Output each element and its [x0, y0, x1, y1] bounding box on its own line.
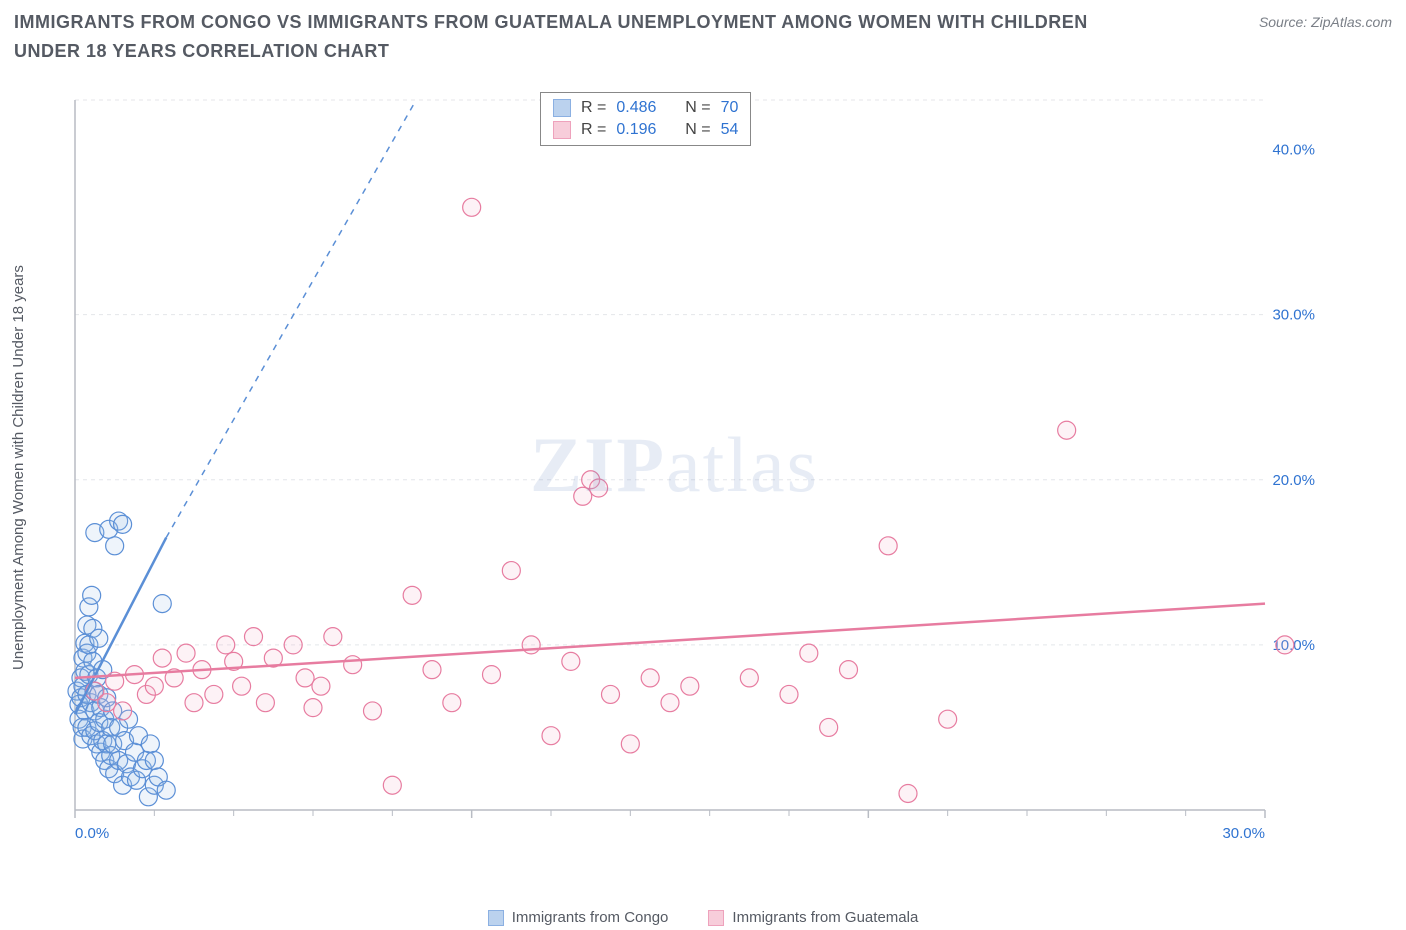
svg-text:30.0%: 30.0%: [1222, 825, 1265, 842]
chart-title: IMMIGRANTS FROM CONGO VS IMMIGRANTS FROM…: [14, 8, 1124, 66]
y-axis-label: Unemployment Among Women with Children U…: [10, 265, 27, 670]
r-label: R =: [581, 121, 606, 139]
svg-text:20.0%: 20.0%: [1272, 472, 1315, 489]
r-label: R =: [581, 99, 606, 117]
svg-text:0.0%: 0.0%: [75, 825, 109, 842]
series-legend: Immigrants from Congo Immigrants from Gu…: [0, 909, 1406, 926]
stats-row-congo: R = 0.486 N = 70: [553, 97, 738, 119]
n-value: 54: [721, 121, 739, 139]
legend-label: Immigrants from Congo: [512, 909, 669, 926]
swatch-icon: [708, 910, 724, 926]
legend-item-congo: Immigrants from Congo: [488, 909, 669, 926]
swatch-icon: [553, 99, 571, 117]
n-value: 70: [721, 99, 739, 117]
svg-text:30.0%: 30.0%: [1272, 307, 1315, 324]
scatter-plot: 0.0%30.0%10.0%20.0%30.0%40.0%: [65, 90, 1325, 860]
legend-item-guatemala: Immigrants from Guatemala: [708, 909, 918, 926]
source-label: Source: ZipAtlas.com: [1259, 14, 1392, 30]
correlation-stats-box: R = 0.486 N = 70 R = 0.196 N = 54: [540, 92, 751, 146]
n-label: N =: [685, 99, 710, 117]
stats-row-guatemala: R = 0.196 N = 54: [553, 119, 738, 141]
swatch-icon: [553, 121, 571, 139]
n-label: N =: [685, 121, 710, 139]
svg-text:40.0%: 40.0%: [1272, 142, 1315, 159]
plot-svg: 0.0%30.0%10.0%20.0%30.0%40.0%: [65, 90, 1325, 860]
r-value: 0.196: [616, 121, 656, 139]
legend-label: Immigrants from Guatemala: [732, 909, 918, 926]
swatch-icon: [488, 910, 504, 926]
r-value: 0.486: [616, 99, 656, 117]
